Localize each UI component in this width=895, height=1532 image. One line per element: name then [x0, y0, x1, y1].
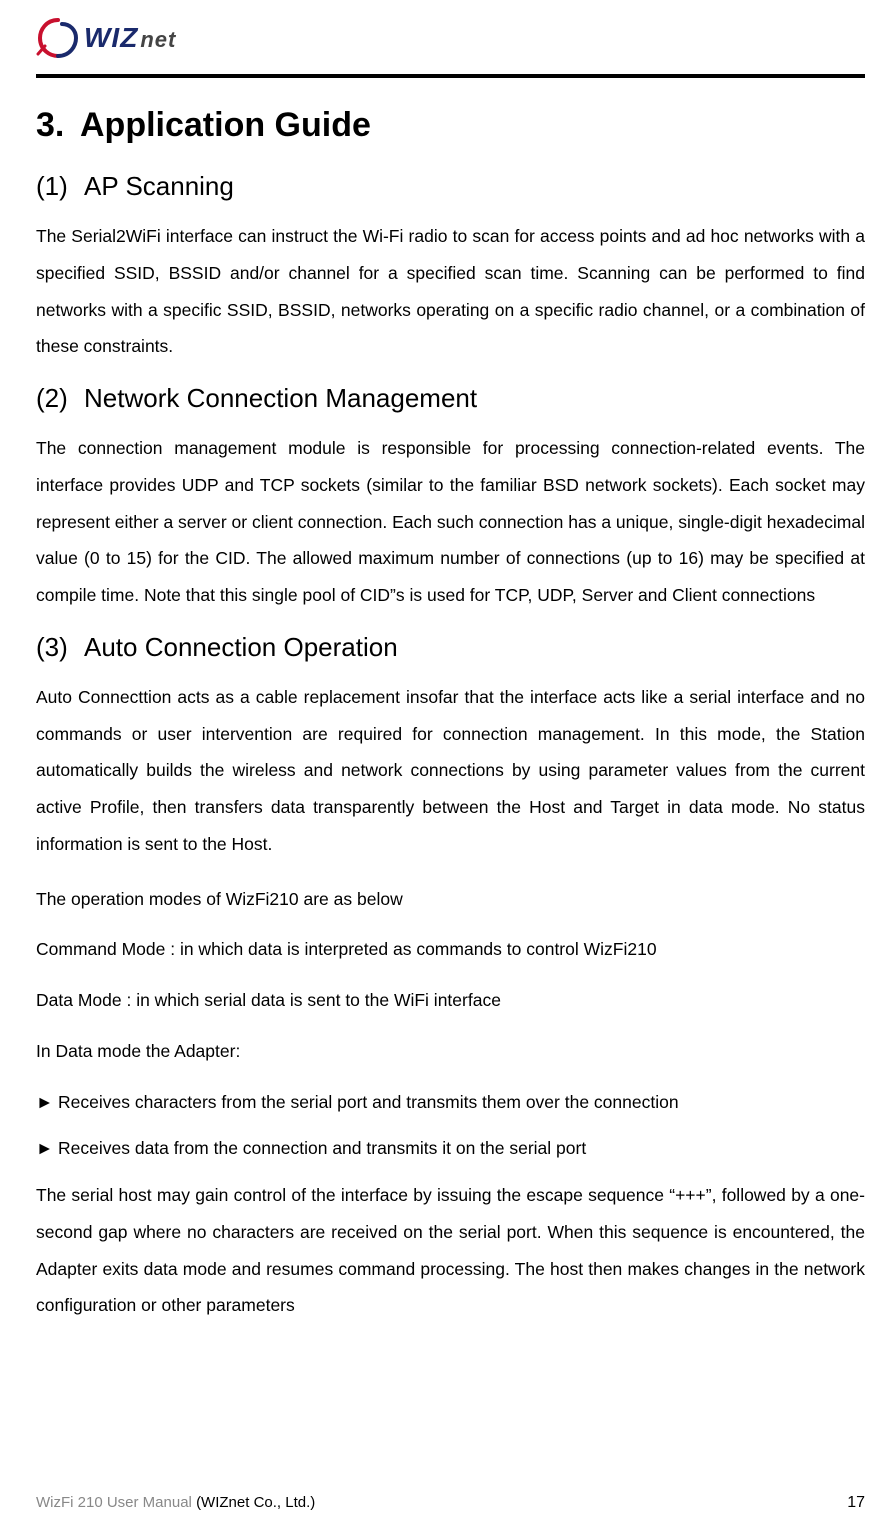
heading-section-3-number: (3) [36, 632, 84, 663]
heading-section-2: (2)Network Connection Management [36, 383, 865, 414]
paragraph-s3-p4: Data Mode : in which serial data is sent… [36, 982, 865, 1019]
bullet-1-text: Receives characters from the serial port… [58, 1092, 679, 1112]
bullet-2-text: Receives data from the connection and tr… [58, 1138, 586, 1158]
footer-left: WizFi 210 User Manual (WIZnet Co., Ltd.) [36, 1494, 315, 1511]
footer-page-number: 17 [847, 1494, 865, 1512]
heading-section-1-text: AP Scanning [84, 171, 234, 201]
paragraph-s3-p6: The serial host may gain control of the … [36, 1177, 865, 1324]
heading-section-1-number: (1) [36, 171, 84, 202]
heading-chapter: 3.Application Guide [36, 106, 865, 145]
paragraph-s2-p1: The connection management module is resp… [36, 430, 865, 614]
heading-section-1: (1)AP Scanning [36, 171, 865, 202]
heading-section-3: (3)Auto Connection Operation [36, 632, 865, 663]
footer-manual-name: WizFi 210 User Manual [36, 1494, 196, 1511]
triangle-right-icon: ► [36, 1084, 58, 1121]
logo-text: WIZ net [84, 22, 176, 54]
logo-swirl-icon [36, 16, 80, 60]
logo-wordmark-wiz: WIZ [84, 22, 138, 54]
paragraph-s3-p2: The operation modes of WizFi210 are as b… [36, 881, 865, 918]
triangle-right-icon: ► [36, 1130, 58, 1167]
header-rule [36, 74, 865, 78]
logo-wordmark-net: net [140, 27, 176, 53]
heading-chapter-number: 3. [36, 106, 80, 145]
heading-section-2-number: (2) [36, 383, 84, 414]
page: WIZ net 3.Application Guide (1)AP Scanni… [0, 0, 895, 1532]
paragraph-s3-p5: In Data mode the Adapter: [36, 1033, 865, 1070]
heading-section-3-text: Auto Connection Operation [84, 632, 398, 662]
paragraph-s3-p3: Command Mode : in which data is interpre… [36, 931, 865, 968]
logo: WIZ net [36, 16, 176, 60]
heading-chapter-text: Application Guide [80, 106, 371, 144]
heading-section-2-text: Network Connection Management [84, 383, 477, 413]
paragraph-s1-p1: The Serial2WiFi interface can instruct t… [36, 218, 865, 365]
bullet-1: ►Receives characters from the serial por… [36, 1084, 865, 1121]
header: WIZ net [36, 10, 865, 66]
footer-company: (WIZnet Co., Ltd.) [196, 1494, 315, 1511]
paragraph-s3-p1: Auto Connecttion acts as a cable replace… [36, 679, 865, 863]
bullet-2: ►Receives data from the connection and t… [36, 1130, 865, 1167]
footer: WizFi 210 User Manual (WIZnet Co., Ltd.)… [36, 1494, 865, 1512]
